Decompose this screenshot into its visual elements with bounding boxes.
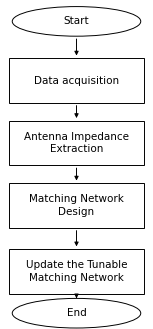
Text: End: End bbox=[67, 308, 86, 318]
Bar bbox=[9, 121, 144, 165]
Text: Antenna Impedance
Extraction: Antenna Impedance Extraction bbox=[24, 132, 129, 154]
Ellipse shape bbox=[12, 7, 141, 36]
Text: Matching Network
Design: Matching Network Design bbox=[29, 194, 124, 217]
Text: Update the Tunable
Matching Network: Update the Tunable Matching Network bbox=[26, 260, 127, 283]
Text: Start: Start bbox=[64, 16, 89, 26]
Bar bbox=[9, 249, 144, 294]
Bar bbox=[9, 59, 144, 103]
Text: Data acquisition: Data acquisition bbox=[34, 76, 119, 86]
Ellipse shape bbox=[12, 298, 141, 328]
Bar bbox=[9, 184, 144, 228]
